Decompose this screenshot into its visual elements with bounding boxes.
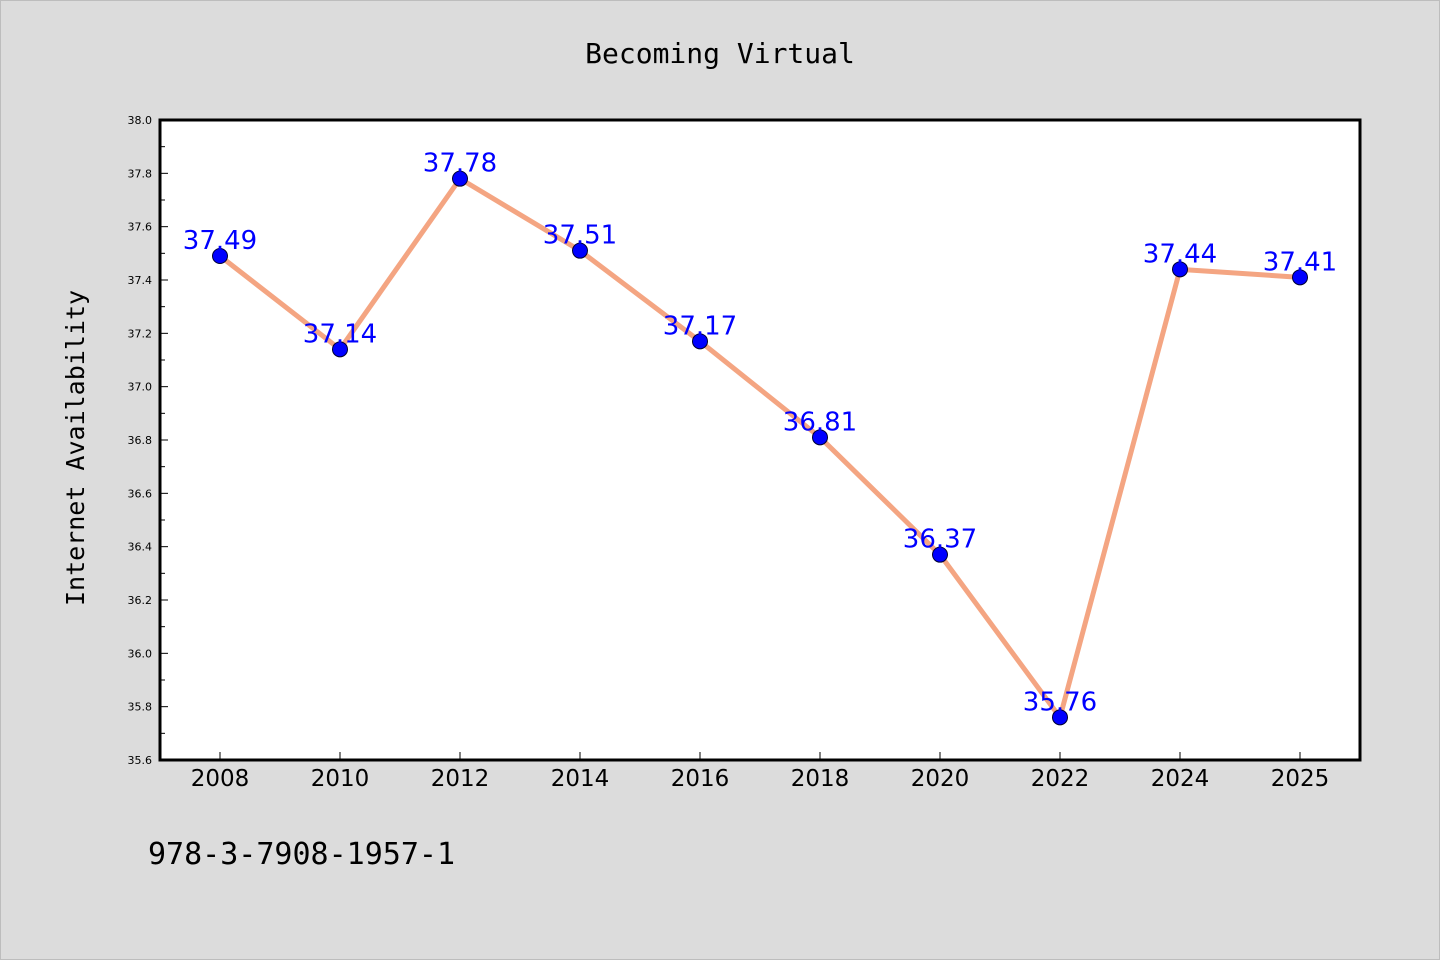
data-point [1172,261,1188,278]
data-label: 37.49 [183,226,257,256]
data-labels: 37.49 37.14 37.78 37.51 37.17 36.81 36.37 35.76… [183,149,1337,718]
data-label: 36.37 [903,525,977,555]
y-tick-label: 36.8 [128,434,153,447]
data-point [1052,709,1068,726]
data-label: 37.41 [1263,247,1337,277]
data-point [332,341,348,358]
x-tick-label: 2022 [1031,766,1090,792]
x-tick-label: 2024 [1151,766,1210,792]
data-label: 37.78 [423,149,497,179]
y-tick-label: 36.6 [128,487,153,500]
plot-area [160,120,1360,760]
x-tick-label: 2010 [311,766,370,792]
x-tick-label: 2020 [911,766,970,792]
data-point [1292,269,1308,286]
x-tick-label: 2018 [791,766,850,792]
y-tick-label: 36.0 [128,647,153,660]
data-label: 37.17 [663,311,737,341]
series-line-group [217,176,1303,720]
x-axis-ticks: 2008 2010 2012 2014 2016 2018 2020 2022 2024 2025 [191,752,1330,792]
y-tick-label: 38.0 [128,114,153,127]
x-tick-label: 2025 [1271,766,1330,792]
y-tick-label: 36.2 [128,594,153,607]
y-tick-label: 37.2 [128,327,153,340]
x-tick-label: 2012 [431,766,490,792]
data-point [932,546,948,563]
chart-title: Becoming Virtual [585,37,855,70]
y-tick-label: 37.0 [128,381,153,394]
y-axis-ticks: 35.6 35.8 36.0 36.2 36.4 36.6 36.8 37.0 37.2 37.4… [128,114,168,767]
data-markers [212,170,1308,726]
data-point [692,333,708,350]
x-tick-label: 2016 [671,766,730,792]
data-label: 37.51 [543,221,617,251]
x-tick-label: 2008 [191,766,250,792]
y-tick-label: 37.4 [128,274,153,287]
data-label: 35.76 [1023,687,1097,717]
y-tick-label: 37.6 [128,221,153,234]
plot-frame [158,118,1362,762]
data-label: 36.81 [783,407,857,437]
y-tick-label: 37.8 [128,167,153,180]
footer-text: 978-3-7908-1957-1 [148,837,455,872]
data-label: 37.44 [1143,239,1217,269]
series-line [217,176,1303,720]
y-tick-label: 36.4 [128,541,153,554]
x-tick-label: 2014 [551,766,610,792]
data-point [572,242,588,259]
data-label: 37.14 [303,319,377,349]
y-tick-label: 35.8 [128,701,153,714]
y-tick-label: 35.6 [128,754,153,767]
data-point [812,429,828,446]
y-axis-label: Internet Availability [61,290,90,606]
data-point [452,170,468,187]
data-point [212,248,228,264]
